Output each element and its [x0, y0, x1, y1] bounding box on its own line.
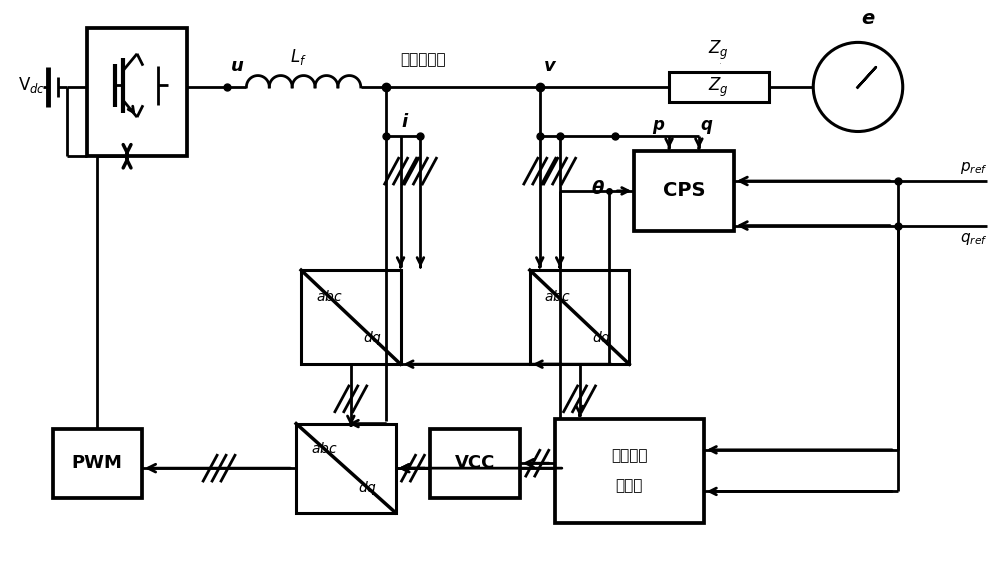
Bar [634, 151, 734, 231]
Text: $abc$: $abc$ [544, 289, 571, 304]
Text: $abc$: $abc$ [311, 441, 337, 456]
Text: $Z_g$: $Z_g$ [638, 29, 659, 53]
Text: VCC: VCC [455, 454, 495, 472]
Text: 公共耦合点: 公共耦合点 [400, 52, 446, 67]
Bar [530, 270, 629, 364]
Bar [555, 419, 704, 523]
Text: $Z_g$: $Z_g$ [719, 49, 723, 55]
Text: $\boldsymbol{q}$: $\boldsymbol{q}$ [700, 118, 714, 136]
Bar [52, 428, 142, 498]
Bar [301, 270, 401, 364]
Text: $\boldsymbol{i}$: $\boldsymbol{i}$ [401, 112, 410, 131]
Text: $\mathrm{V}_{dc}$: $\mathrm{V}_{dc}$ [18, 75, 45, 95]
Bar [669, 72, 769, 102]
Text: $Z_g$: $Z_g$ [708, 39, 729, 62]
Bar [87, 28, 187, 157]
Text: CPS: CPS [663, 181, 705, 201]
Text: $p_{ref}$: $p_{ref}$ [960, 160, 987, 176]
Text: $\boldsymbol{v}$: $\boldsymbol{v}$ [543, 57, 557, 75]
Text: $Z_g$: $Z_g$ [708, 75, 729, 98]
Text: $dq$: $dq$ [363, 329, 382, 347]
Text: $\boldsymbol{\theta}$: $\boldsymbol{\theta}$ [591, 180, 604, 198]
Text: $abc$: $abc$ [316, 289, 342, 304]
Text: 电流参考: 电流参考 [611, 448, 648, 463]
Text: PWM: PWM [72, 454, 123, 472]
Text: $\boldsymbol{p}$: $\boldsymbol{p}$ [652, 118, 666, 136]
Text: 值计算: 值计算 [616, 478, 643, 493]
Text: $dq$: $dq$ [358, 479, 377, 497]
Bar [296, 424, 396, 512]
Text: $\boldsymbol{u}$: $\boldsymbol{u}$ [230, 57, 244, 75]
Text: $dq$: $dq$ [592, 329, 611, 347]
Text: $q_{ref}$: $q_{ref}$ [960, 231, 987, 246]
Bar [430, 428, 520, 498]
Text: $L_f$: $L_f$ [290, 47, 307, 67]
Text: $\boldsymbol{e}$: $\boldsymbol{e}$ [861, 8, 875, 28]
Text: $Z_g$: $Z_g$ [719, 62, 723, 67]
